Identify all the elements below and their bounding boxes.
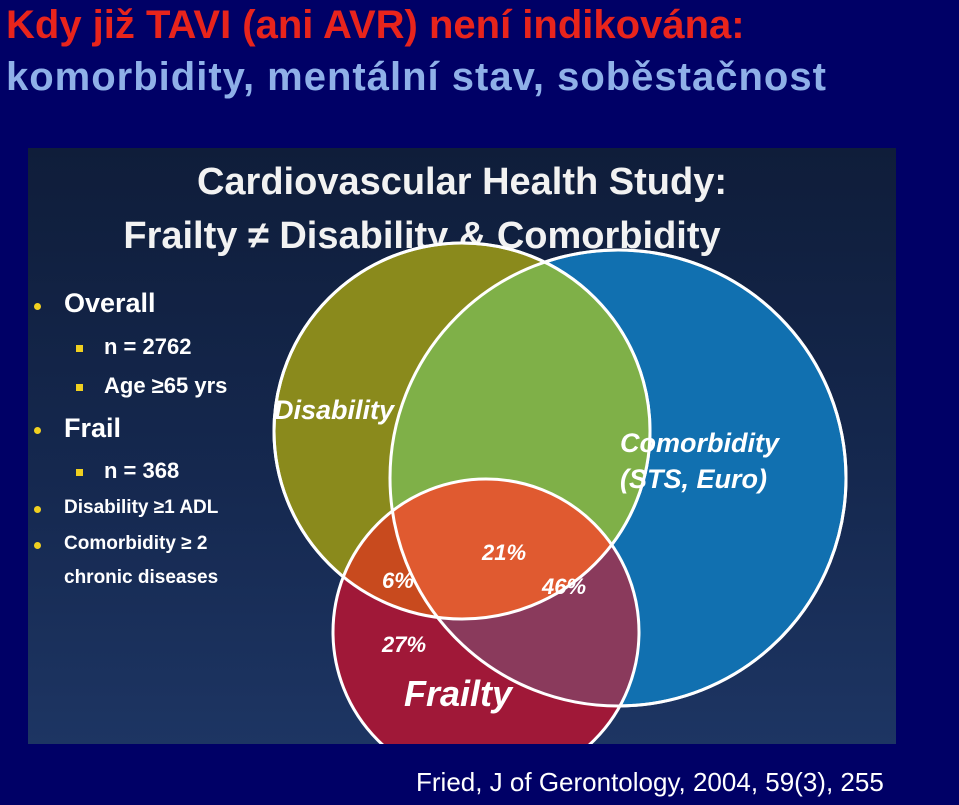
- disability-label: Disability: [274, 395, 396, 425]
- bullet-dot-icon: [34, 427, 41, 434]
- panel-title-line1: Cardiovascular Health Study:: [196, 161, 728, 203]
- bullet-comorbidity-line2: chronic diseases: [64, 567, 219, 588]
- bullet-disability: Disability ≥1 ADL: [64, 497, 219, 518]
- comorbidity-label-line2: (STS, Euro): [620, 464, 767, 494]
- slide-title-line2: komorbidity, mentální stav, soběstačnost: [6, 55, 827, 99]
- citation: Fried, J of Gerontology, 2004, 59(3), 25…: [416, 767, 884, 797]
- frailty-outline: [331, 477, 641, 744]
- bullet-square-icon: [76, 469, 83, 476]
- frailty-only-percent: 27%: [381, 632, 426, 657]
- bullet-overall: Overall: [64, 288, 156, 318]
- all-three-overlap: [390, 479, 639, 619]
- comorbidity-label-line1: Comorbidity: [620, 428, 781, 458]
- disability-outline: [272, 241, 652, 621]
- bullet-dot-icon: [34, 506, 41, 513]
- bullet-square-icon: [76, 345, 83, 352]
- bullet-dot-icon: [34, 542, 41, 549]
- frailty-disability-percent: 6%: [382, 568, 414, 593]
- bullet-overall-age: Age ≥65 yrs: [104, 373, 228, 398]
- venn-diagram: Disability Comorbidity (STS, Euro) Frail…: [272, 241, 848, 744]
- frailty-label: Frailty: [404, 673, 514, 714]
- bullet-frail-n: n = 368: [104, 458, 180, 483]
- bullet-square-icon: [76, 384, 83, 391]
- bullet-frail: Frail: [64, 413, 122, 443]
- bullet-overall-n: n = 2762: [104, 334, 192, 359]
- bullet-dot-icon: [34, 303, 41, 310]
- frailty-comorbidity-percent: 46%: [541, 574, 586, 599]
- all-three-percent: 21%: [481, 540, 526, 565]
- bullet-comorbidity-line1: Comorbidity ≥ 2: [64, 533, 208, 554]
- comorbidity-outline: [388, 248, 848, 708]
- study-panel: Cardiovascular Health Study: Frailty ≠ D…: [28, 148, 896, 744]
- slide-title-line1: Kdy již TAVI (ani AVR) není indikována:: [6, 3, 745, 47]
